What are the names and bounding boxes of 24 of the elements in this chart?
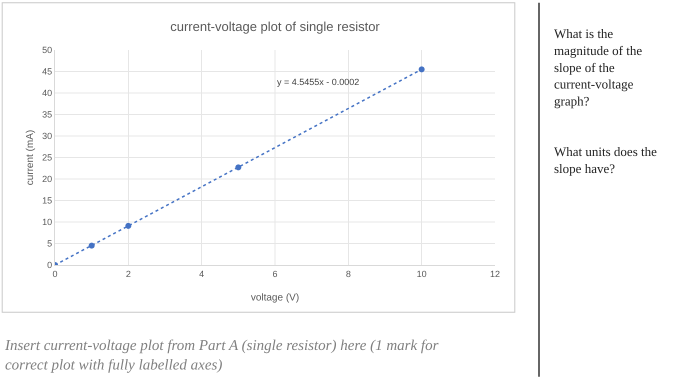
y-tick-label: 35: [42, 110, 52, 120]
x-tick-label: 2: [126, 268, 131, 279]
x-tick-label: 6: [272, 268, 278, 279]
x-tick-label: 8: [346, 268, 351, 279]
text: Insert current-voltage plot from Part A (single resistor) here (1 mark for correct plot with fully labelled axes): [4, 338, 439, 374]
x-tick-label: 4: [199, 268, 204, 279]
x-tick-label: 10: [416, 268, 427, 279]
y-tick-label: 15: [42, 196, 52, 206]
y-tick-label: 40: [42, 88, 52, 98]
y-tick-label: 30: [42, 131, 52, 142]
text: What is the magnitude of the slope of the current-voltage graph?: [554, 26, 642, 109]
y-tick-label: 50: [42, 45, 52, 56]
x-axis-title: voltage (V): [250, 292, 300, 304]
text: What units does the slope have?: [554, 144, 658, 176]
y-tick-label: 25: [42, 152, 52, 163]
x-tick-label: 12: [490, 268, 500, 279]
y-tick-label: 10: [42, 217, 52, 228]
y-tick-label: 0: [47, 260, 52, 270]
y-tick-label: 5: [47, 238, 52, 249]
y-axis-title: current (mA): [25, 130, 36, 186]
y-tick-label: 20: [42, 174, 52, 184]
annotation: y = 4.5455x - 0.0002: [277, 77, 360, 87]
chart-title: current-voltage plot of single resistor: [170, 19, 380, 34]
y-tick-label: 45: [42, 66, 52, 77]
